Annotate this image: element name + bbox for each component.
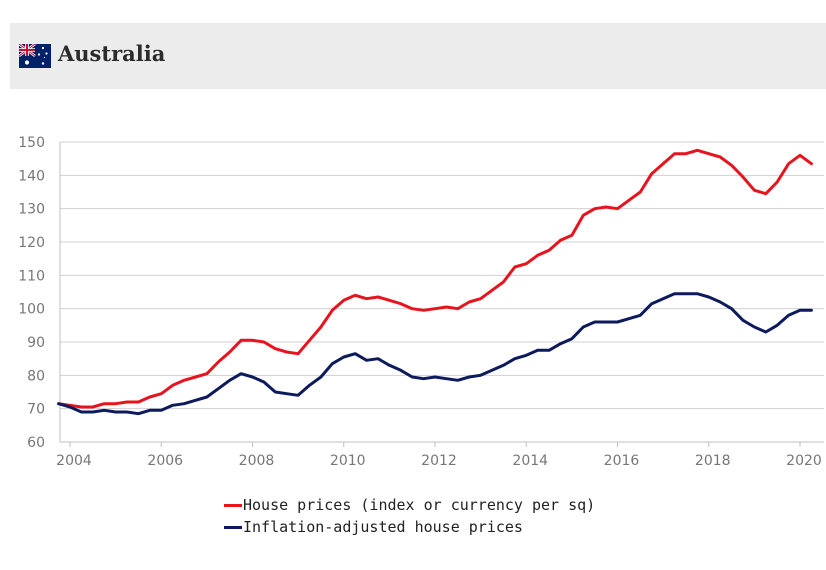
x-tick-label: 2016 (604, 453, 640, 469)
x-tick-label: 2014 (512, 453, 548, 469)
y-tick-label: 130 (18, 202, 45, 218)
x-tick-label: 2010 (330, 453, 366, 469)
y-tick-label: 60 (27, 435, 45, 451)
x-tick-label: 2020 (786, 453, 822, 469)
series-line-inflation-adjusted (57, 292, 813, 416)
y-tick-label: 150 (18, 135, 45, 151)
x-tick-label: 2008 (239, 453, 275, 469)
grid-lines (59, 141, 824, 443)
page-title: Australia (58, 41, 166, 66)
y-tick-label: 100 (18, 302, 45, 318)
x-tick-label: 2006 (147, 453, 183, 469)
legend-label-house-prices: House prices (index or currency per sq) (243, 496, 596, 514)
y-tick-label: 90 (27, 335, 45, 351)
x-axis-ticks: 2004 2006 2008 2010 2012 2014 2016 2018 2020 (56, 442, 822, 469)
y-axis-ticks: 60 70 80 90 100 110 120 130 140 150 (18, 135, 45, 451)
legend-swatch-inflation-adjusted (224, 525, 242, 529)
x-tick-label: 2004 (56, 453, 92, 469)
australia-flag-icon (19, 44, 51, 68)
legend-label-inflation-adjusted: Inflation-adjusted house prices (243, 518, 523, 536)
y-tick-label: 80 (27, 368, 45, 384)
chart-legend: House prices (index or currency per sq) … (224, 494, 595, 538)
legend-item-inflation-adjusted[interactable]: Inflation-adjusted house prices (224, 516, 595, 538)
y-tick-label: 140 (18, 168, 45, 184)
y-tick-label: 120 (18, 235, 45, 251)
y-tick-label: 110 (18, 268, 45, 284)
y-tick-label: 70 (27, 402, 45, 418)
chart-header: Australia (10, 23, 826, 89)
x-tick-label: 2012 (421, 453, 457, 469)
series-lines (57, 148, 813, 416)
x-tick-label: 2018 (695, 453, 731, 469)
series-line-house-prices (57, 148, 813, 409)
legend-swatch-house-prices (224, 503, 242, 507)
legend-item-house-prices[interactable]: House prices (index or currency per sq) (224, 494, 595, 516)
